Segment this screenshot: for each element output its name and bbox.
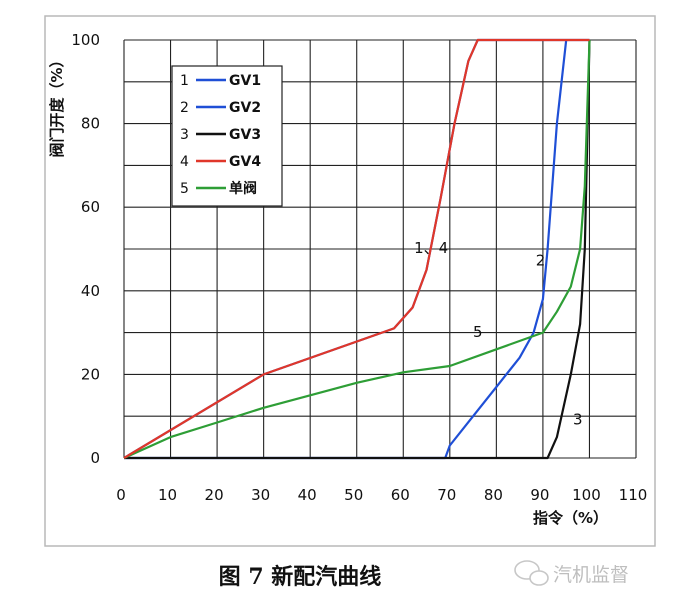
y-tick-label: 100 — [71, 31, 100, 49]
legend-number: 4 — [180, 154, 189, 170]
x-tick-label: 100 — [572, 486, 601, 504]
x-tick-label: 30 — [251, 486, 270, 504]
x-tick-label: 0 — [116, 486, 126, 504]
curve-label: 2 — [536, 252, 546, 270]
x-axis-ticks: 0 10 20 30 40 50 60 70 80 90 100 110 — [116, 486, 647, 504]
figure-caption: 图 7 新配汽曲线 — [219, 564, 382, 590]
y-tick-label: 80 — [81, 115, 100, 133]
legend-label: GV3 — [229, 127, 261, 143]
y-axis-label: 阀门开度（%） — [48, 52, 66, 157]
legend-number: 3 — [180, 127, 189, 143]
series-line-4 — [123, 38, 590, 459]
legend-label: GV1 — [229, 73, 261, 89]
x-axis-label: 指令（%） — [533, 509, 608, 527]
series-line-3 — [124, 39, 591, 460]
x-tick-label: 70 — [437, 486, 456, 504]
series-lines — [123, 38, 591, 460]
x-tick-label: 60 — [391, 486, 410, 504]
legend-number: 2 — [180, 100, 189, 116]
legend-label: GV2 — [229, 100, 261, 116]
x-tick-label: 10 — [158, 486, 177, 504]
curve-label: 5 — [473, 323, 483, 341]
y-tick-label: 60 — [81, 198, 100, 216]
legend-label: 单阀 — [229, 180, 257, 197]
x-tick-label: 40 — [298, 486, 317, 504]
curve-label: 1、4 — [414, 239, 448, 257]
y-tick-label: 20 — [81, 365, 100, 383]
curve-label: 3 — [573, 411, 583, 429]
watermark: 汽机监督 — [514, 560, 629, 586]
curve-annotations: 1、4 2 3 5 — [414, 239, 582, 428]
legend-number: 5 — [180, 181, 189, 197]
series-line-5 — [123, 39, 591, 460]
legend-label: GV4 — [229, 154, 261, 170]
x-tick-label: 50 — [344, 486, 363, 504]
legend: 1 GV1 2 GV2 3 GV3 4 GV4 5 单阀 — [171, 65, 283, 207]
y-tick-label: 0 — [90, 449, 100, 467]
x-tick-label: 110 — [619, 486, 648, 504]
series-line-2 — [124, 39, 568, 460]
x-tick-label: 80 — [484, 486, 503, 504]
x-tick-label: 90 — [530, 486, 549, 504]
grid — [123, 39, 637, 459]
y-tick-label: 40 — [81, 282, 100, 300]
legend-number: 1 — [180, 73, 189, 89]
x-tick-label: 20 — [205, 486, 224, 504]
legend-box — [171, 65, 283, 207]
wechat-icon — [514, 560, 549, 586]
watermark-text: 汽机监督 — [553, 564, 629, 586]
y-axis-ticks: 0 20 40 60 80 100 — [71, 31, 100, 467]
